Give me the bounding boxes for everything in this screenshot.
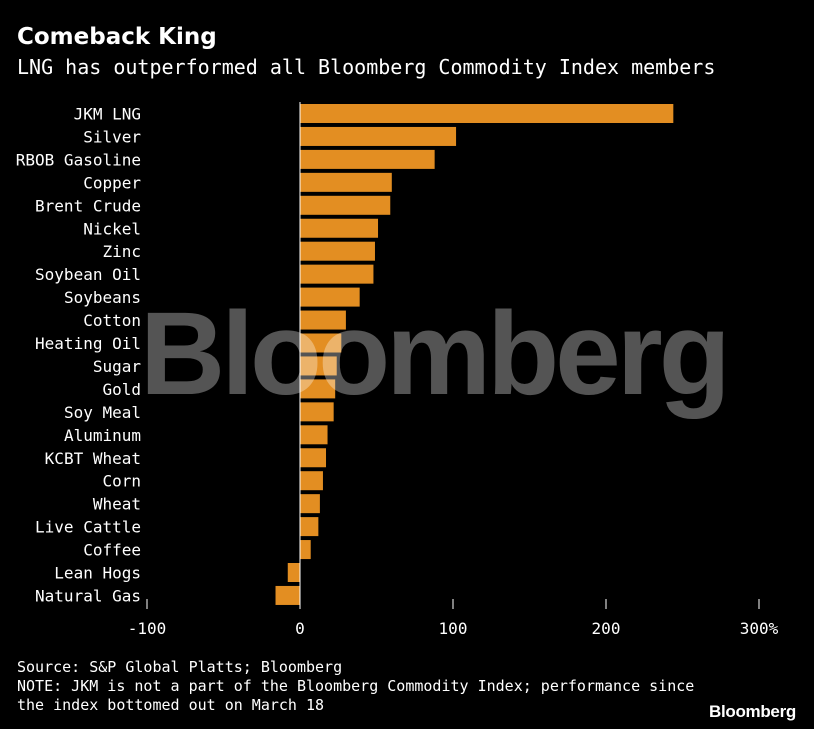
category-label: Soybean Oil: [35, 265, 141, 284]
bar-live-cattle: [300, 517, 319, 537]
bar-lean-hogs: [287, 563, 300, 582]
x-tick-label: 300%: [740, 619, 779, 638]
category-label: Sugar: [93, 357, 142, 376]
bar-brent-crude: [300, 195, 391, 215]
bar-soy-meal: [300, 402, 334, 422]
bar-zinc: [300, 241, 375, 261]
chart-subtitle: LNG has outperformed all Bloomberg Commo…: [17, 55, 716, 79]
category-label: Corn: [102, 472, 141, 491]
category-label: Gold: [102, 380, 141, 399]
category-label: Silver: [83, 127, 141, 146]
category-label: Zinc: [102, 242, 141, 261]
bar-sugar: [300, 356, 337, 376]
bar-copper: [300, 172, 392, 192]
bar-chart: JKM LNG Silver RBOB Gasoline Copper Brent Cr…: [16, 102, 779, 638]
category-label: Nickel: [83, 219, 141, 238]
category-label: Soy Meal: [64, 403, 141, 422]
category-label: RBOB Gasoline: [16, 150, 141, 169]
category-label: Heating Oil: [35, 334, 141, 353]
bloomberg-logo: Bloomberg: [708, 702, 796, 721]
category-label: JKM LNG: [74, 105, 141, 124]
source-text: Source: S&P Global Platts; Bloomberg: [17, 658, 343, 676]
x-tick-label: -100: [128, 619, 167, 638]
bar-kcbt-wheat: [300, 448, 327, 468]
category-label: KCBT Wheat: [45, 449, 141, 468]
category-label: Cotton: [83, 311, 141, 330]
category-label: Aluminum: [64, 426, 141, 445]
category-label: Copper: [83, 173, 141, 192]
x-tick-label: 0: [295, 619, 305, 638]
bloomberg-watermark: Bloomberg: [140, 288, 731, 420]
note-line-1: NOTE: JKM is not a part of the Bloomberg…: [17, 677, 695, 695]
category-label: Lean Hogs: [54, 564, 141, 583]
chart-title: Comeback King: [17, 24, 217, 50]
x-tick-label: 100: [439, 619, 468, 638]
bar-natural-gas: [275, 585, 300, 605]
x-tick-label: 200: [592, 619, 621, 638]
category-label: Wheat: [93, 495, 141, 514]
bar-soybeans: [300, 287, 360, 307]
bar-soybean-oil: [300, 264, 374, 284]
bar-rbob-gasoline: [300, 149, 435, 169]
bar-coffee: [300, 540, 311, 560]
bar-heating-oil: [300, 333, 342, 353]
bar-silver: [300, 126, 457, 146]
category-label: Coffee: [83, 541, 141, 560]
category-label: Natural Gas: [35, 586, 141, 605]
bar-gold: [300, 379, 336, 399]
bar-aluminum: [300, 425, 328, 445]
category-label: Live Cattle: [35, 518, 141, 537]
bar-corn: [300, 471, 323, 491]
category-label: Soybeans: [64, 288, 141, 307]
bar-jkm-lng: [300, 104, 674, 123]
bar-wheat: [300, 494, 320, 514]
note-line-2: the index bottomed out on March 18: [17, 696, 325, 714]
category-label: Brent Crude: [35, 196, 141, 215]
bar-cotton: [300, 310, 346, 330]
bar-nickel: [300, 218, 379, 238]
